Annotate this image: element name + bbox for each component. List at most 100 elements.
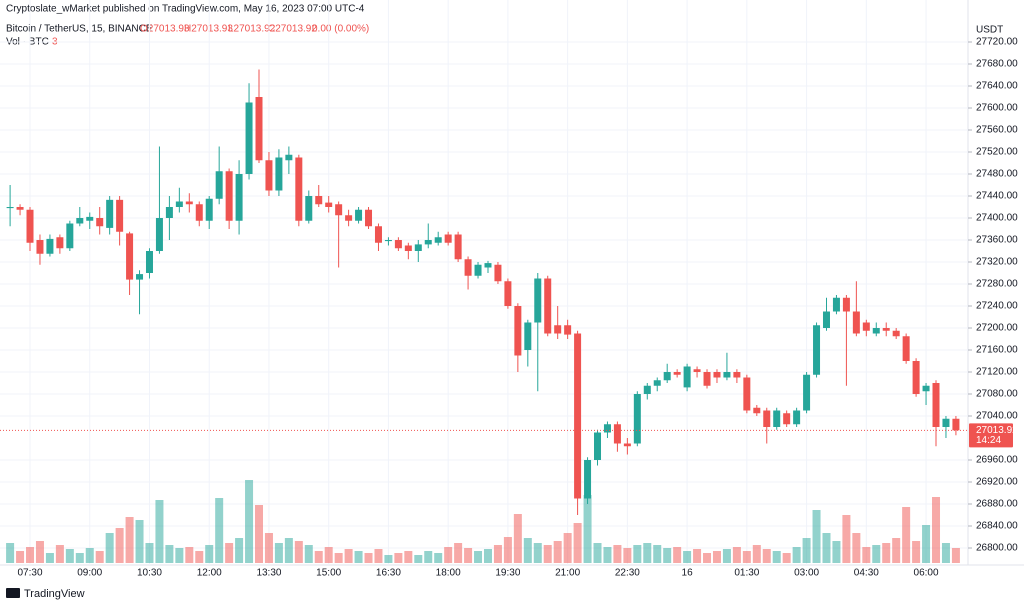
volume-bar xyxy=(414,555,423,563)
volume-bar xyxy=(882,543,891,563)
candle-body xyxy=(235,174,243,221)
candle-body xyxy=(195,204,203,221)
x-tick-label: 16:30 xyxy=(376,568,401,579)
volume-bar xyxy=(65,549,74,563)
volume-bar xyxy=(314,551,323,563)
y-tick-label: 27520.00 xyxy=(976,147,1018,158)
candle-body xyxy=(842,297,850,312)
volume-bar xyxy=(374,549,383,563)
y-tick-label: 27320.00 xyxy=(976,257,1018,268)
x-tick-label: 07:30 xyxy=(17,568,42,579)
countdown: 14:24 xyxy=(976,435,1001,446)
y-tick-label: 26920.00 xyxy=(976,477,1018,488)
candle-body xyxy=(803,374,811,411)
volume-bar xyxy=(842,515,851,563)
volume-bar xyxy=(493,545,502,563)
ohlc-close: C27013.92 xyxy=(268,24,317,35)
candle-body xyxy=(793,410,801,425)
candle-body xyxy=(594,432,602,460)
candle-body xyxy=(106,199,114,228)
candle-body xyxy=(783,413,791,425)
volume-bar xyxy=(663,548,672,563)
x-tick-label: 10:30 xyxy=(137,568,162,579)
volume-bar xyxy=(902,507,911,563)
volume-bar xyxy=(434,553,443,563)
volume-bar xyxy=(135,520,144,563)
volume-bar xyxy=(523,538,532,563)
candle-body xyxy=(16,207,24,210)
candle-body xyxy=(633,394,641,444)
volume-bar xyxy=(872,545,881,563)
x-tick-label: 12:00 xyxy=(197,568,222,579)
volume-bar xyxy=(274,543,283,563)
volume-bar xyxy=(603,547,612,563)
volume-bar xyxy=(533,543,542,563)
candle-body xyxy=(703,372,711,386)
candle-body xyxy=(534,278,542,323)
volume-bar xyxy=(35,541,44,563)
y-tick-label: 27040.00 xyxy=(976,411,1018,422)
candle-body xyxy=(86,216,94,221)
volume-bar xyxy=(752,545,761,563)
volume-bar xyxy=(45,553,54,563)
volume-bar xyxy=(633,545,642,563)
candle-body xyxy=(325,202,333,207)
candle-body xyxy=(315,196,323,205)
candle-body xyxy=(76,218,84,224)
candle-body xyxy=(504,281,512,306)
volume-bar xyxy=(912,541,921,563)
volume-bar xyxy=(792,547,801,563)
candle-body xyxy=(773,410,781,427)
volume-bar xyxy=(185,547,194,563)
candle-body xyxy=(763,410,771,427)
candle-body xyxy=(603,424,611,433)
candle-body xyxy=(494,264,502,282)
volume-bar xyxy=(354,551,363,563)
x-tick-label: 09:00 xyxy=(77,568,102,579)
y-tick-label: 27360.00 xyxy=(976,235,1018,246)
volume-bar xyxy=(932,497,941,563)
candle-body xyxy=(524,322,532,350)
candle-body xyxy=(305,196,313,221)
candle-body xyxy=(424,240,432,245)
candle-body xyxy=(205,198,213,221)
y-tick-label: 27160.00 xyxy=(976,345,1018,356)
symbol: Bitcoin / TetherUS, 15, BINANCE xyxy=(6,24,153,35)
candle-body xyxy=(6,207,14,209)
candle-body xyxy=(673,372,681,375)
candle-body xyxy=(952,418,960,431)
candle-body xyxy=(295,157,303,221)
volume-bar xyxy=(55,545,64,563)
y-tick-label: 27600.00 xyxy=(976,103,1018,114)
volume-bar xyxy=(573,523,582,563)
candle-body xyxy=(275,157,283,191)
candle-body xyxy=(345,215,353,221)
volume-bar xyxy=(693,549,702,563)
candle-body xyxy=(564,325,572,335)
candle-body xyxy=(713,372,721,378)
y-tick-label: 27480.00 xyxy=(976,169,1018,180)
volume-bar xyxy=(941,543,950,563)
volume-bar xyxy=(344,549,353,563)
volume-bar xyxy=(483,549,492,563)
volume-bar xyxy=(304,545,313,563)
volume-bar xyxy=(832,541,841,563)
candle-body xyxy=(136,274,144,280)
candle-body xyxy=(66,223,74,249)
volume-bar xyxy=(593,543,602,563)
volume-bar xyxy=(812,510,821,563)
y-tick-label: 27280.00 xyxy=(976,279,1018,290)
volume-bar xyxy=(683,551,692,563)
candle-body xyxy=(852,311,860,334)
volume-bar xyxy=(384,555,393,563)
volume-bar xyxy=(563,533,572,563)
candle-body xyxy=(145,251,153,273)
candle-body xyxy=(56,237,64,249)
volume-bar xyxy=(623,548,632,563)
y-tick-label: 27200.00 xyxy=(976,323,1018,334)
x-tick-label: 16 xyxy=(682,568,694,579)
volume-bar xyxy=(673,547,682,563)
y-tick-label: 27560.00 xyxy=(976,125,1018,136)
candle-body xyxy=(365,209,373,227)
volume-bar xyxy=(364,553,373,563)
